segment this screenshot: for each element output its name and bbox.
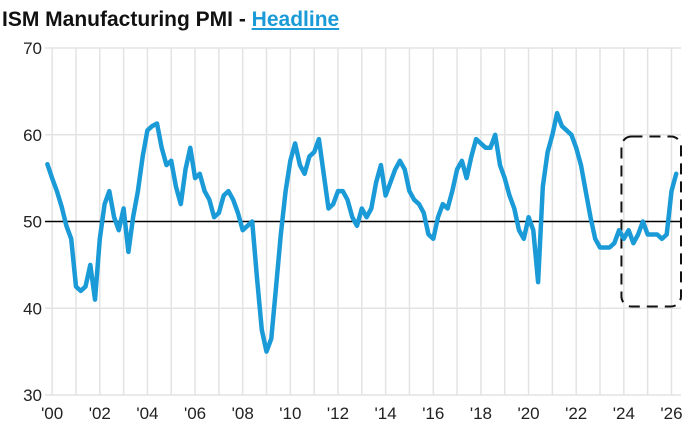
x-tick-label: '10 [279, 404, 301, 423]
chart-title-link[interactable]: Headline [251, 8, 340, 31]
y-axis-ticks: 30 40 50 60 70 [23, 39, 42, 405]
x-tick-label: '20 [517, 404, 539, 423]
chart-title-main: ISM Manufacturing PMI - [2, 8, 252, 31]
highlight-box-group [620, 135, 683, 308]
series-group [45, 110, 679, 354]
x-tick-label: '00 [41, 404, 63, 423]
series-line-pmi [45, 110, 679, 354]
x-tick-label: '22 [565, 404, 587, 423]
x-tick-label: '24 [613, 404, 635, 423]
y-tick-label: 50 [23, 213, 42, 232]
x-tick-label: '16 [422, 404, 444, 423]
x-tick-label: '26 [660, 404, 682, 423]
y-tick-label: 30 [23, 386, 42, 405]
x-tick-label: '08 [232, 404, 254, 423]
x-tick-label: '04 [136, 404, 158, 423]
x-tick-label: '06 [184, 404, 206, 423]
x-tick-label: '12 [327, 404, 349, 423]
highlight-box [620, 135, 683, 308]
chart-title: ISM Manufacturing PMI - Headline [2, 8, 339, 32]
x-axis-ticks: '00 '02 '04 '06 '08 '10 '12 '14 '16 '18 '20 '22 '24 '… [41, 404, 682, 423]
x-tick-label: '14 [375, 404, 397, 423]
x-tick-label: '18 [470, 404, 492, 423]
y-tick-label: 70 [23, 39, 42, 58]
y-tick-label: 40 [23, 299, 42, 318]
x-tick-label: '02 [89, 404, 111, 423]
y-tick-label: 60 [23, 126, 42, 145]
